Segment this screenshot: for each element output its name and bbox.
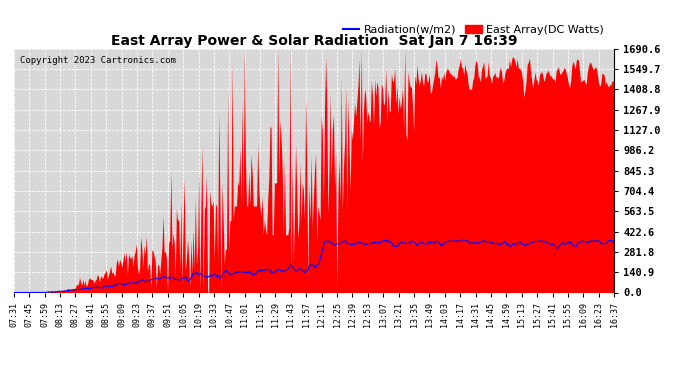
Title: East Array Power & Solar Radiation  Sat Jan 7 16:39: East Array Power & Solar Radiation Sat J…: [110, 34, 518, 48]
Legend: Radiation(w/m2), East Array(DC Watts): Radiation(w/m2), East Array(DC Watts): [338, 20, 609, 39]
Text: Copyright 2023 Cartronics.com: Copyright 2023 Cartronics.com: [20, 56, 176, 65]
